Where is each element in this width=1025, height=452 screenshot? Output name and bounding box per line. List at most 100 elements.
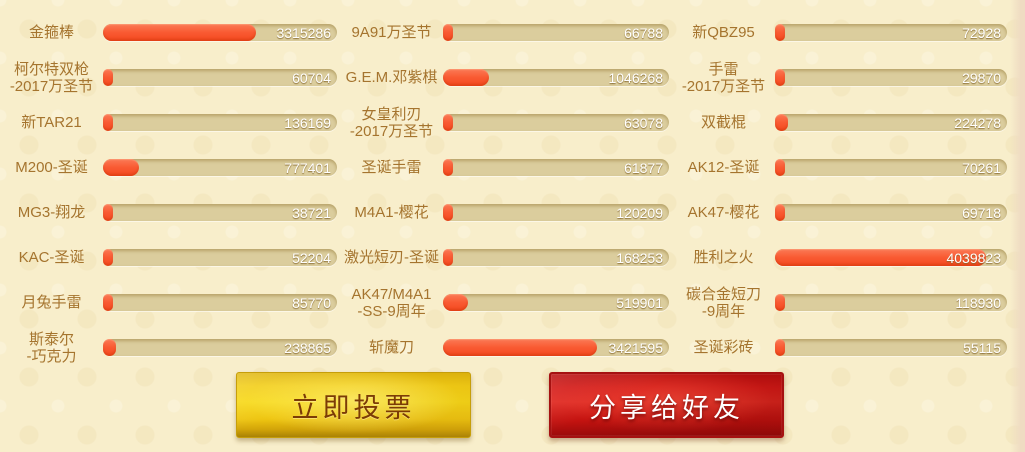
vote-progress-track: 29870 <box>775 69 1007 86</box>
vote-count: 60704 <box>292 70 331 86</box>
weapon-name-label: 圣诞彩砖 <box>693 339 754 356</box>
vote-progress-track: 519901 <box>443 294 669 311</box>
vote-progress-fill <box>443 204 453 221</box>
vote-count: 85770 <box>292 295 331 311</box>
weapon-name-label: 胜利之火 <box>693 249 754 266</box>
vote-progress-track: 70261 <box>775 159 1007 176</box>
vote-item-row: MG3-翔龙 38721 <box>0 190 340 235</box>
vote-count: 1046268 <box>608 70 663 86</box>
vote-progress-track: 38721 <box>103 204 337 221</box>
vote-count: 238865 <box>284 340 331 356</box>
vote-count: 118930 <box>955 295 1001 311</box>
vote-count: 120209 <box>616 205 663 221</box>
vote-count: 69718 <box>962 205 1001 221</box>
vote-progress-fill <box>775 24 785 41</box>
vote-column: 新QBZ95 72928 手雷 -2017万圣节 29870 双截棍 224278 AK12… <box>672 10 1010 370</box>
weapon-name-label: M200-圣诞 <box>15 159 88 176</box>
vote-progress-track: 168253 <box>443 249 669 266</box>
vote-progress-track: 72928 <box>775 24 1007 41</box>
vote-progress-track: 63078 <box>443 114 669 131</box>
vote-progress-track: 4039823 <box>775 249 1007 266</box>
vote-item-row: 月兔手雷 85770 <box>0 280 340 325</box>
weapon-name-label: MG3-翔龙 <box>17 204 86 221</box>
vote-progress-fill <box>443 69 490 86</box>
vote-progress-fill <box>775 339 785 356</box>
weapon-name-label: AK47-樱花 <box>687 204 760 221</box>
weapon-name-label: G.E.M.邓紫棋 <box>345 69 438 86</box>
weapon-name-label: 新TAR21 <box>21 114 82 131</box>
vote-progress-track: 238865 <box>103 339 337 356</box>
vote-progress-fill <box>775 249 987 266</box>
weapon-name-label: AK12-圣诞 <box>687 159 760 176</box>
vote-count: 3421595 <box>608 340 663 356</box>
vote-progress-track: 66788 <box>443 24 669 41</box>
vote-progress-fill <box>443 249 454 266</box>
vote-progress-track: 3315286 <box>103 24 337 41</box>
vote-progress-fill <box>103 294 113 311</box>
vote-count: 519901 <box>616 295 663 311</box>
vote-item-row: AK47/M4A1 -SS-9周年 519901 <box>340 280 672 325</box>
weapon-name-label: 双截棍 <box>700 114 746 131</box>
vote-column: 9A91万圣节 66788 G.E.M.邓紫棋 1046268 女皇利刃 -2017万圣… <box>340 10 672 370</box>
weapon-name-label: KAC-圣诞 <box>18 249 85 266</box>
vote-progress-track: 52204 <box>103 249 337 266</box>
vote-item-row: 碳合金短刀 -9周年 118930 <box>672 280 1010 325</box>
share-with-friends-button[interactable]: 分享给好友 <box>549 372 784 438</box>
weapon-name-label: AK47/M4A1 -SS-9周年 <box>351 285 432 320</box>
vote-count: 224278 <box>954 115 1001 131</box>
vote-count: 136169 <box>284 115 331 131</box>
vote-item-row: 斯泰尔 -巧克力 238865 <box>0 325 340 370</box>
vote-count: 4039823 <box>946 250 1001 266</box>
vote-item-row: 胜利之火 4039823 <box>672 235 1010 280</box>
weapon-name-label: 碳合金短刀 -9周年 <box>685 285 761 320</box>
weapon-name-label: 月兔手雷 <box>21 294 82 311</box>
vote-progress-fill <box>443 294 468 311</box>
weapon-name-label: 斯泰尔 -巧克力 <box>26 330 77 365</box>
vote-progress-track: 69718 <box>775 204 1007 221</box>
vote-progress-track: 224278 <box>775 114 1007 131</box>
vote-now-button[interactable]: 立即投票 <box>236 372 471 438</box>
weapon-name-label: 女皇利刃 -2017万圣节 <box>349 105 434 140</box>
vote-progress-fill <box>443 339 597 356</box>
weapon-name-label: 斩魔刀 <box>368 339 414 356</box>
vote-count: 29870 <box>962 70 1001 86</box>
vote-progress-track: 3421595 <box>443 339 669 356</box>
vote-count: 66788 <box>624 25 663 41</box>
weapon-name-label: M4A1-樱花 <box>354 204 429 221</box>
weapon-name-label: 手雷 -2017万圣节 <box>681 60 766 95</box>
vote-item-row: 激光短刃-圣诞 168253 <box>340 235 672 280</box>
vote-progress-track: 120209 <box>443 204 669 221</box>
vote-item-row: 圣诞手雷 61877 <box>340 145 672 190</box>
vote-progress-track: 136169 <box>103 114 337 131</box>
vote-item-row: 手雷 -2017万圣节 29870 <box>672 55 1010 100</box>
weapon-name-label: 柯尔特双枪 -2017万圣节 <box>9 60 94 95</box>
weapon-name-label: 金箍棒 <box>28 24 74 41</box>
vote-progress-fill <box>775 159 785 176</box>
vote-count: 72928 <box>962 25 1001 41</box>
vote-progress-fill <box>775 114 788 131</box>
vote-progress-fill <box>443 159 453 176</box>
vote-progress-fill <box>103 24 257 41</box>
vote-progress-fill <box>443 24 453 41</box>
vote-progress-track: 60704 <box>103 69 337 86</box>
vote-count: 52204 <box>292 250 331 266</box>
vote-progress-fill <box>443 114 453 131</box>
vote-item-row: KAC-圣诞 52204 <box>0 235 340 280</box>
vote-progress-fill <box>103 69 113 86</box>
vote-count: 63078 <box>624 115 663 131</box>
vote-count: 70261 <box>962 160 1001 176</box>
vote-item-row: 金箍棒 3315286 <box>0 10 340 55</box>
vote-count: 168253 <box>616 250 663 266</box>
vote-count: 3315286 <box>276 25 331 41</box>
vote-count: 55115 <box>963 340 1001 356</box>
vote-items-grid: 金箍棒 3315286 柯尔特双枪 -2017万圣节 60704 新TAR21 13616… <box>0 10 1010 370</box>
vote-item-row: AK47-樱花 69718 <box>672 190 1010 235</box>
vote-item-row: 柯尔特双枪 -2017万圣节 60704 <box>0 55 340 100</box>
vote-progress-track: 1046268 <box>443 69 669 86</box>
vote-progress-fill <box>103 249 113 266</box>
vote-progress-fill <box>103 159 140 176</box>
vote-item-row: M4A1-樱花 120209 <box>340 190 672 235</box>
vote-column: 金箍棒 3315286 柯尔特双枪 -2017万圣节 60704 新TAR21 13616… <box>0 10 340 370</box>
weapon-name-label: 激光短刃-圣诞 <box>344 249 439 266</box>
